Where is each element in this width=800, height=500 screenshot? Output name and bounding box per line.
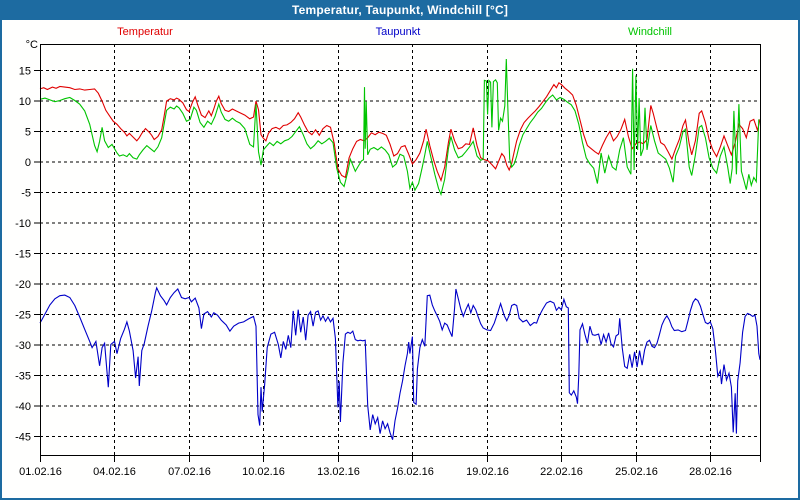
svg-text:-5: -5 [21,188,31,200]
legend-temperatur: Temperatur [117,26,173,38]
axis-ticks [34,70,761,462]
svg-text:-30: -30 [15,340,31,352]
svg-text:-40: -40 [15,401,31,413]
svg-text:01.02.16: 01.02.16 [19,466,62,478]
y-axis-unit-label: °C [25,39,38,51]
svg-text:10.02.16: 10.02.16 [242,466,285,478]
svg-text:10: 10 [19,96,31,108]
svg-text:0: 0 [25,157,31,169]
svg-text:28.02.16: 28.02.16 [689,466,732,478]
svg-text:04.02.16: 04.02.16 [93,466,136,478]
svg-text:16.02.16: 16.02.16 [391,466,434,478]
svg-text:-15: -15 [15,249,31,261]
svg-text:-20: -20 [15,279,31,291]
svg-text:-35: -35 [15,371,31,383]
window-title: Temperatur, Taupunkt, Windchill [°C] [291,3,509,17]
legend-taupunkt: Taupunkt [375,26,421,38]
windchill-line [39,58,760,197]
svg-text:22.02.16: 22.02.16 [540,466,583,478]
svg-text:07.02.16: 07.02.16 [168,466,211,478]
y-axis-labels: 15 10 5 0 -5 -10 -15 -20 -25 -30 -35 -40 -45 [15,66,31,444]
temperatur-line [39,81,761,183]
plot-border [40,44,761,456]
legend-windchill: Windchill [627,26,673,38]
gridlines [40,44,760,455]
svg-text:19.02.16: 19.02.16 [466,466,509,478]
svg-text:5: 5 [25,127,31,139]
svg-text:13.02.16: 13.02.16 [317,466,360,478]
svg-text:-25: -25 [15,310,31,322]
svg-text:15: 15 [19,66,31,78]
svg-text:-10: -10 [15,218,31,230]
x-axis-labels: 01.02.16 04.02.16 07.02.16 10.02.16 13.02.16… [19,466,732,478]
svg-text:-45: -45 [15,432,31,444]
taupunkt-line [39,286,761,440]
svg-text:25.02.16: 25.02.16 [615,466,658,478]
window-title-bar: Temperatur, Taupunkt, Windchill [°C] [0,0,800,20]
